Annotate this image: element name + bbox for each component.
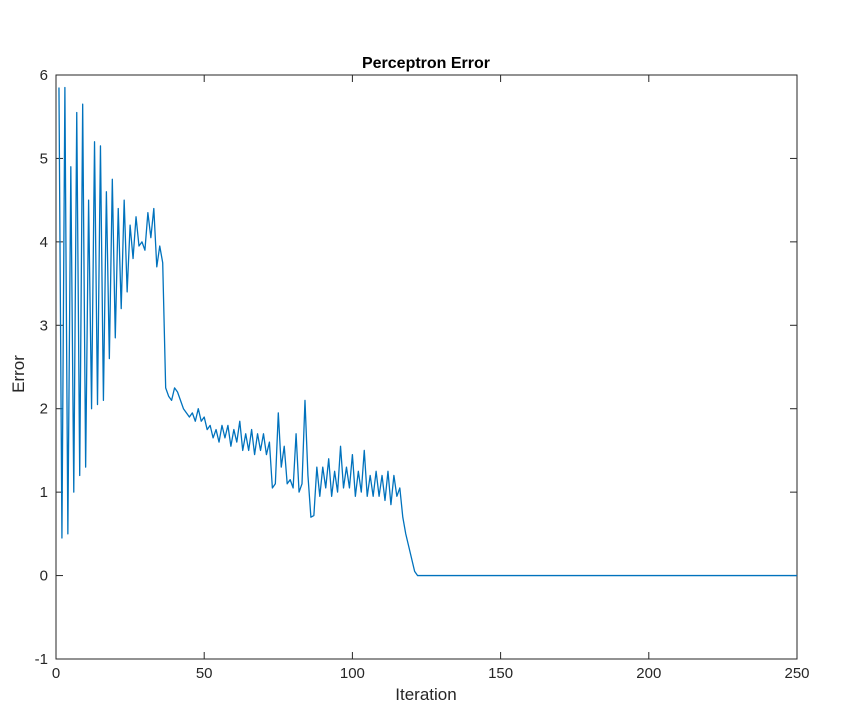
chart-title: Perceptron Error — [362, 55, 490, 72]
x-tick-label: 250 — [784, 665, 809, 682]
y-tick-label: 4 — [40, 234, 48, 251]
x-tick-label: 200 — [636, 665, 661, 682]
y-tick-label: 1 — [40, 484, 48, 501]
y-tick-label: 6 — [40, 67, 48, 84]
y-tick-label: 5 — [40, 150, 48, 167]
x-tick-label: 50 — [196, 665, 213, 682]
y-tick-label: 2 — [40, 401, 48, 418]
y-tick-label: 0 — [40, 568, 48, 585]
x-tick-label: 100 — [340, 665, 365, 682]
x-axis-label: Iteration — [395, 685, 456, 704]
x-tick-label: 0 — [52, 665, 60, 682]
x-tick-label: 150 — [488, 665, 513, 682]
axes-box — [55, 74, 798, 660]
y-axis-label: Error — [9, 355, 28, 393]
y-tick-label: -1 — [35, 651, 48, 668]
y-tick-label: 3 — [40, 317, 48, 334]
error-series-line — [58, 86, 797, 577]
